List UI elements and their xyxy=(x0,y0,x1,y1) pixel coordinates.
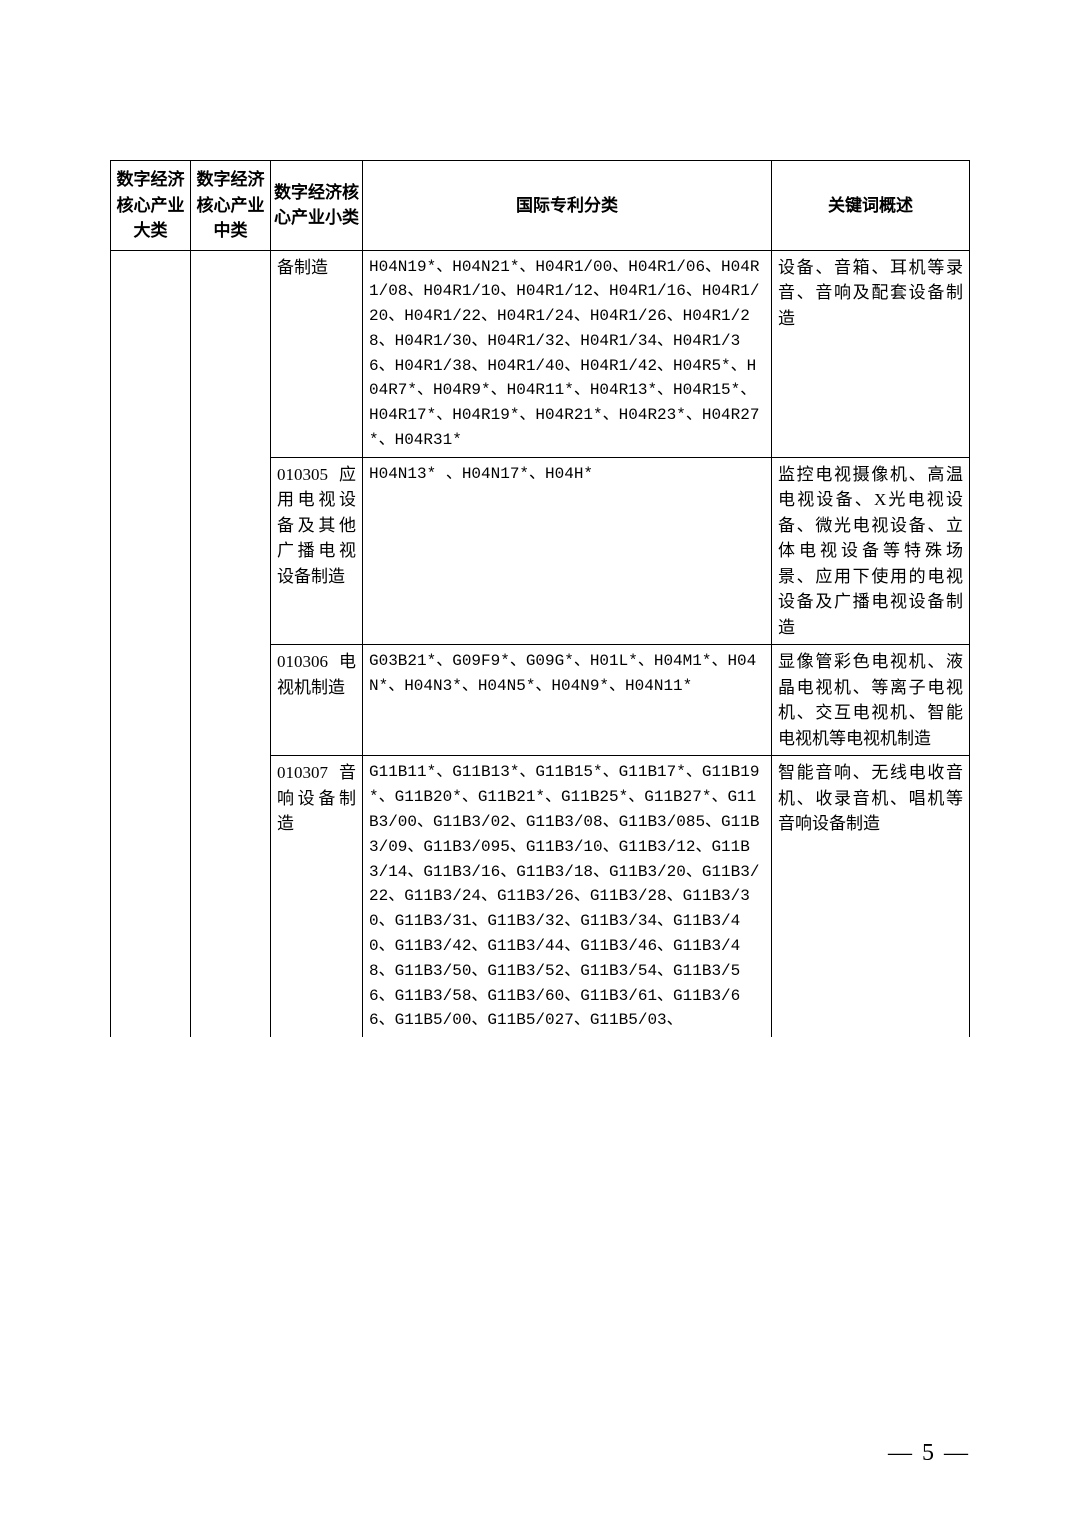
table-row: 备制造 H04N19*、H04N21*、H04R1/00、H04R1/06、H0… xyxy=(111,250,970,457)
header-col4: 国际专利分类 xyxy=(363,161,772,251)
cell-subcategory: 010307 音响设备制造 xyxy=(271,756,363,1037)
classification-table: 数字经济核心产业大类 数字经济核心产业中类 数字经济核心产业小类 国际专利分类 … xyxy=(110,160,970,1037)
header-col2: 数字经济核心产业中类 xyxy=(191,161,271,251)
page-number: — 5 — xyxy=(888,1440,970,1467)
cell-keywords: 显像管彩色电视机、液晶电视机、等离子电视机、交互电视机、智能电视机等电视机制造 xyxy=(772,645,970,756)
header-col5: 关键词概述 xyxy=(772,161,970,251)
cell-subcategory: 备制造 xyxy=(271,250,363,457)
cell-keywords: 智能音响、无线电收音机、收录音机、唱机等音响设备制造 xyxy=(772,756,970,1037)
table-header-row: 数字经济核心产业大类 数字经济核心产业中类 数字经济核心产业小类 国际专利分类 … xyxy=(111,161,970,251)
cell-major-category xyxy=(111,250,191,1037)
cell-subcategory: 010305 应用电视设备及其他广播电视设备制造 xyxy=(271,457,363,645)
cell-keywords: 设备、音箱、耳机等录音、音响及配套设备制造 xyxy=(772,250,970,457)
header-col1: 数字经济核心产业大类 xyxy=(111,161,191,251)
cell-patent-codes: H04N19*、H04N21*、H04R1/00、H04R1/06、H04R1/… xyxy=(363,250,772,457)
cell-subcategory: 010306 电视机制造 xyxy=(271,645,363,756)
cell-patent-codes: G03B21*、G09F9*、G09G*、H01L*、H04M1*、H04N*、… xyxy=(363,645,772,756)
cell-patent-codes: H04N13* 、H04N17*、H04H* xyxy=(363,457,772,645)
cell-medium-category xyxy=(191,250,271,1037)
header-col3: 数字经济核心产业小类 xyxy=(271,161,363,251)
cell-patent-codes: G11B11*、G11B13*、G11B15*、G11B17*、G11B19*、… xyxy=(363,756,772,1037)
cell-keywords: 监控电视摄像机、高温电视设备、X光电视设备、微光电视设备、立体电视设备等特殊场景… xyxy=(772,457,970,645)
